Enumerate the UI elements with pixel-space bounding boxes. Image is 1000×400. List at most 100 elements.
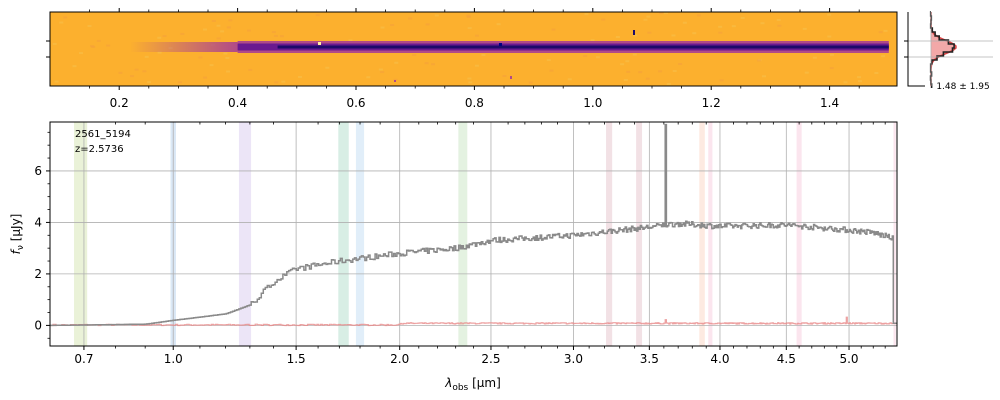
image-noise-pixel <box>380 71 385 74</box>
image-noise-pixel <box>157 36 162 39</box>
line-band <box>74 122 88 346</box>
image-noise-pixel <box>203 76 208 79</box>
x-tick-label: 4.0 <box>710 352 729 366</box>
image-noise-pixel <box>177 81 182 84</box>
image-noise-pixel <box>623 78 628 81</box>
image-noise-pixel <box>393 78 398 81</box>
x-tick-label: 3.0 <box>564 352 583 366</box>
image-noise-pixel <box>434 14 439 17</box>
image-noise-pixel <box>776 18 781 21</box>
image-noise-pixel <box>162 35 167 38</box>
line-band <box>606 122 613 346</box>
image-noise-pixel <box>96 39 101 42</box>
image-noise-pixel <box>590 39 595 42</box>
image-noise-pixel <box>883 29 888 32</box>
image-noise-pixel <box>211 19 216 22</box>
flux-series <box>50 123 897 327</box>
image-noise-pixel <box>390 24 395 27</box>
image-x-tick-label: 1.4 <box>820 96 839 110</box>
image-noise-pixel <box>157 51 162 54</box>
image-noise-pixel <box>671 34 676 37</box>
x-axis-label: λobs [μm] <box>444 376 501 393</box>
image-noise-pixel <box>226 26 231 29</box>
image-noise-pixel <box>54 80 59 83</box>
x-tick-label: 1.5 <box>287 352 306 366</box>
image-noise-pixel <box>658 12 663 15</box>
line-band <box>796 122 802 346</box>
image-noise-pixel <box>425 23 430 26</box>
image-noise-pixel <box>663 12 668 15</box>
image-noise-pixel <box>467 77 472 80</box>
image-noise-pixel <box>248 68 253 71</box>
image-noise-pixel <box>881 55 886 58</box>
image-noise-pixel <box>827 35 832 38</box>
image-noise-pixel <box>546 59 551 62</box>
image-noise-pixel <box>760 22 765 25</box>
image-noise-pixel <box>59 21 64 24</box>
image-noise-pixel <box>466 15 471 18</box>
image-noise-pixel <box>666 82 671 85</box>
line-bands <box>74 122 896 346</box>
object-id-label: 2561_5194 <box>75 129 131 140</box>
line-band <box>893 122 896 346</box>
image-noise-pixel <box>658 70 663 73</box>
image-noise-pixel <box>615 36 620 39</box>
image-noise-pixel <box>857 80 862 83</box>
image-noise-pixel <box>827 13 832 16</box>
image-noise-pixel <box>583 55 588 58</box>
image-noise-pixel <box>595 56 600 59</box>
y-axis-label-unit: [μJy] <box>9 214 23 245</box>
image-noise-pixel <box>567 78 572 81</box>
line-band <box>355 122 365 346</box>
y-tick-label: 0 <box>34 318 42 332</box>
line-band <box>708 122 713 346</box>
error-series <box>50 316 897 327</box>
image-x-tick-label: 0.2 <box>110 96 129 110</box>
image-x-tick-label: 1.2 <box>702 96 721 110</box>
image-noise-pixel <box>142 70 147 73</box>
x-tick-label: 5.0 <box>839 352 858 366</box>
hot-pixel <box>499 43 502 46</box>
image-x-tick-label: 1.0 <box>583 96 602 110</box>
x-axis-label-symbol: λ <box>444 376 452 390</box>
image-noise-pixel <box>584 13 589 16</box>
image-noise-pixel <box>228 19 233 22</box>
image-noise-pixel <box>467 27 472 30</box>
image-noise-pixel <box>549 69 554 72</box>
image-noise-pixel <box>626 70 631 73</box>
image-noise-pixel <box>216 37 221 40</box>
image-noise-pixel <box>281 80 286 83</box>
image-noise-pixel <box>246 29 251 32</box>
image-noise-pixel <box>481 53 486 56</box>
x-tick-label: 2.0 <box>390 352 409 366</box>
image-noise-pixel <box>431 63 436 66</box>
image-noise-pixel <box>632 53 637 56</box>
profile-fill <box>931 12 955 86</box>
line-band <box>238 122 252 346</box>
image-noise-pixel <box>220 30 225 33</box>
spectrum-grid <box>50 122 897 346</box>
image-noise-pixel <box>761 75 766 78</box>
image-noise-pixel <box>620 63 625 66</box>
image-noise-pixel <box>551 28 556 31</box>
image-noise-pixel <box>180 32 185 35</box>
trace-fade-in <box>130 42 238 52</box>
image-x-axis: 0.2 0.4 0.6 0.8 1.0 1.2 1.4 <box>46 8 860 110</box>
image-noise-pixel <box>601 18 606 21</box>
image-noise-pixel <box>271 31 276 34</box>
spectrum-y-axis: 0 2 4 6 <box>34 131 50 339</box>
profile-axes <box>907 12 925 87</box>
image-noise-pixel <box>696 14 701 17</box>
x-tick-label: 2.5 <box>481 352 500 366</box>
image-noise-pixel <box>474 34 479 37</box>
image-noise-pixel <box>502 74 507 77</box>
x-axis-label-subscript: obs <box>452 383 468 393</box>
image-noise-pixel <box>144 55 149 58</box>
image-noise-pixel <box>857 76 862 79</box>
image-noise-pixel <box>874 72 879 75</box>
image-noise-pixel <box>130 75 135 78</box>
image-noise-pixel <box>226 70 231 73</box>
x-tick-label: 4.5 <box>777 352 796 366</box>
x-axis-label-unit: [μm] <box>468 376 501 390</box>
image-noise-pixel <box>198 56 203 59</box>
